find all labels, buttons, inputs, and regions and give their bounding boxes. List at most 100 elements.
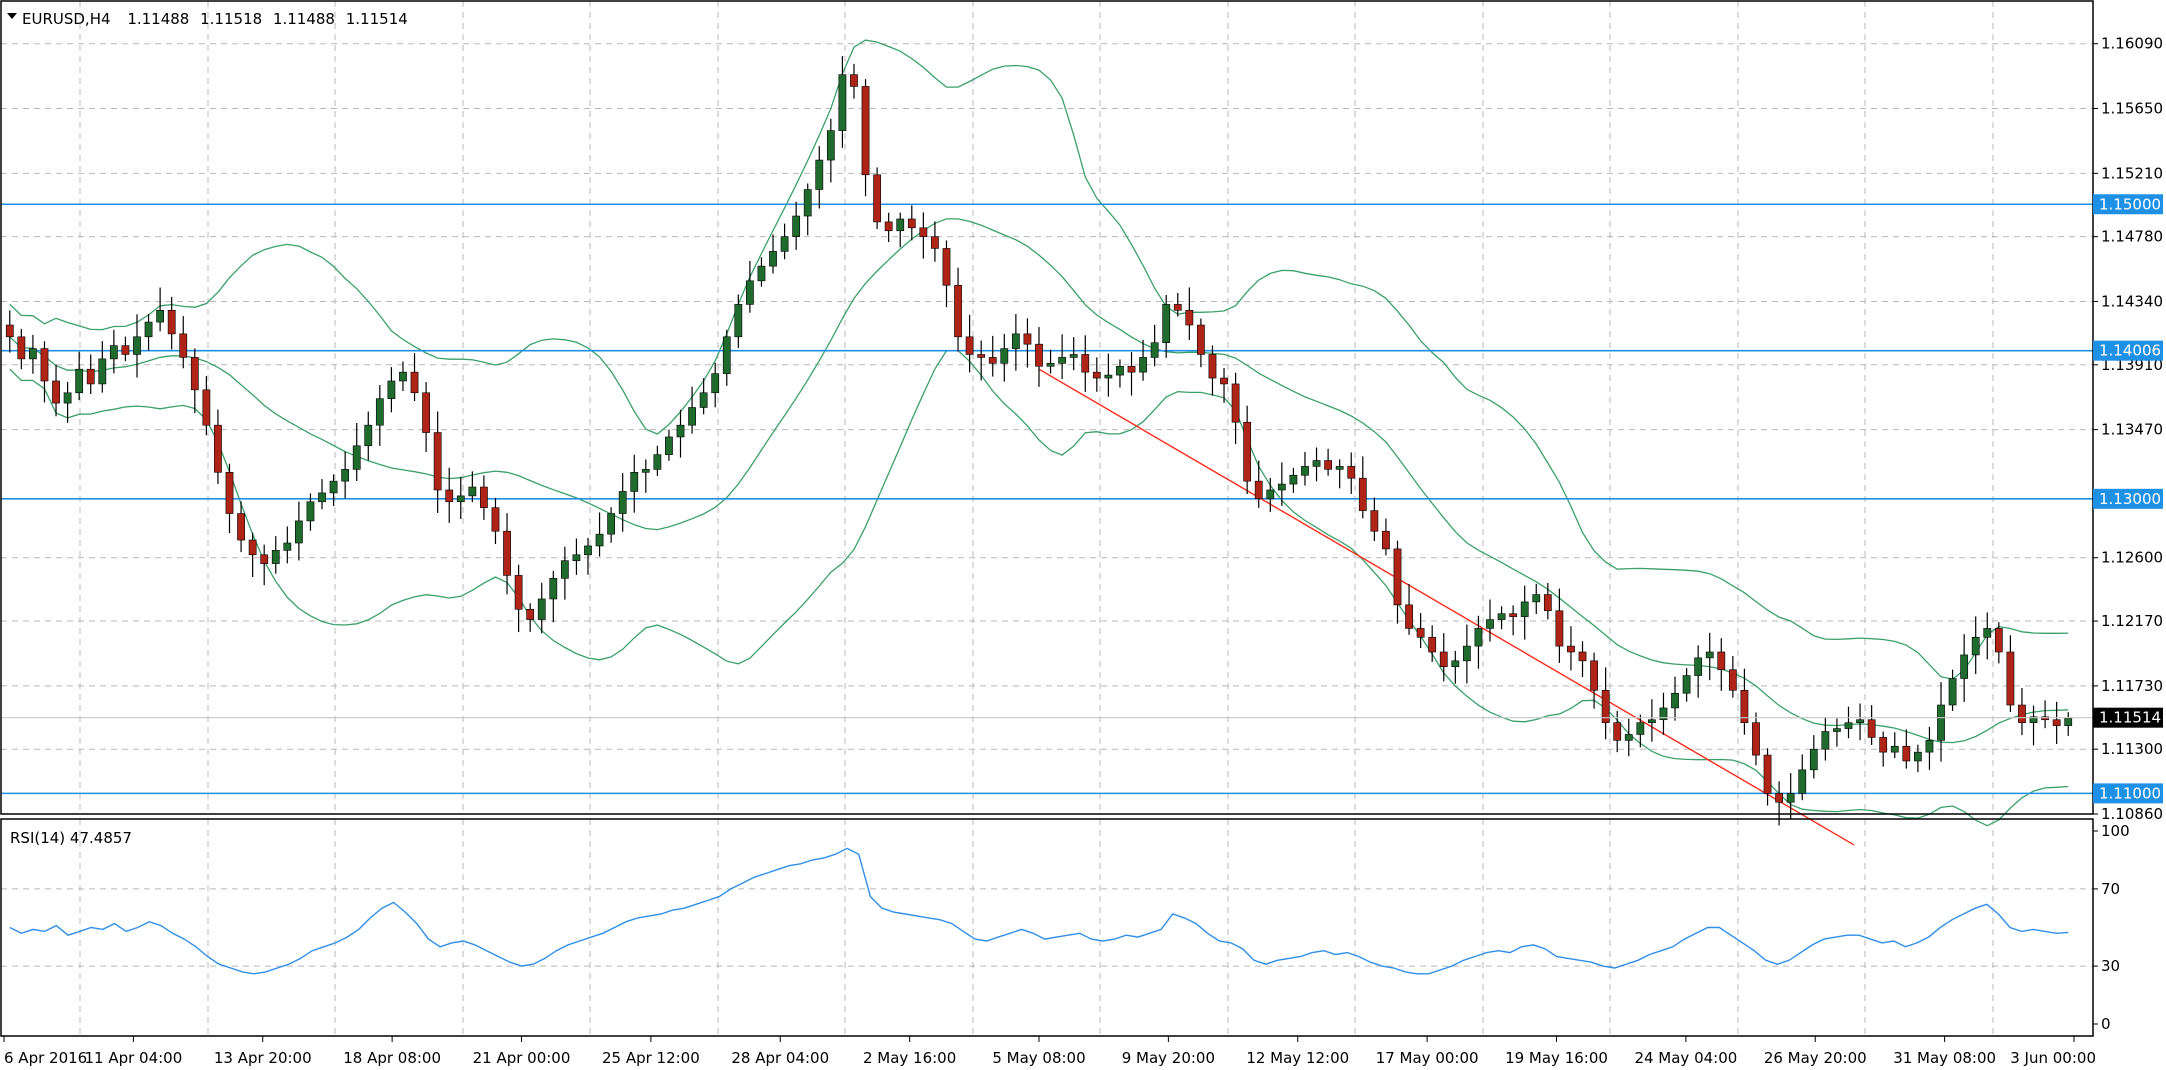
candle <box>86 354 95 394</box>
candle-body <box>329 480 338 494</box>
candle <box>560 546 569 600</box>
candle-body <box>1370 510 1379 532</box>
candle <box>734 294 743 348</box>
candle <box>410 353 419 401</box>
candle-body <box>884 221 893 232</box>
candle <box>306 493 315 531</box>
candle-body <box>1254 480 1263 500</box>
candle <box>2064 712 2073 736</box>
candle <box>988 335 997 377</box>
candle-body <box>1705 651 1714 659</box>
candle-body <box>688 407 696 426</box>
candle <box>1509 605 1518 636</box>
candle-body <box>1069 354 1078 358</box>
time-tick-label: 6 Apr 2016 <box>4 1049 87 1067</box>
candle <box>572 538 581 575</box>
candle <box>884 212 893 243</box>
candle-body <box>1382 530 1390 550</box>
candle-body <box>433 432 442 491</box>
lower-band <box>9 350 2069 827</box>
candle <box>1971 616 1980 675</box>
candle-body <box>1902 745 1911 762</box>
candle-body <box>919 227 928 237</box>
candle <box>1185 287 1194 341</box>
time-tick-label: 3 Jun 00:00 <box>2010 1049 2096 1067</box>
candle-body <box>838 74 847 131</box>
candle-body <box>133 336 141 355</box>
candle <box>1092 357 1101 392</box>
candle-body <box>1347 466 1356 479</box>
candle-body <box>1613 722 1622 741</box>
horizontal-levels[interactable] <box>1 203 2093 795</box>
candle <box>1763 748 1772 806</box>
candle-body <box>1671 692 1679 709</box>
candle-body <box>468 486 477 497</box>
candle <box>1243 405 1252 495</box>
candle <box>1451 650 1460 684</box>
candle <box>399 361 407 392</box>
candle-body <box>1833 728 1841 732</box>
candle <box>1659 692 1668 735</box>
candle-body <box>896 218 905 232</box>
candle-body <box>1058 357 1067 364</box>
candle <box>549 570 558 623</box>
candle-body <box>1104 374 1113 379</box>
candle-body <box>1728 669 1737 691</box>
candle-body <box>1890 745 1899 753</box>
candle-body <box>1543 594 1552 612</box>
candle-body <box>1416 628 1425 638</box>
candle-body <box>1740 689 1749 723</box>
candle-body <box>1197 324 1205 355</box>
candle-body <box>1046 363 1055 367</box>
candle <box>1486 599 1494 642</box>
candle-body <box>537 598 546 620</box>
level-tag-label: 1.14006 <box>2099 342 2161 360</box>
candle <box>2052 701 2061 745</box>
candle <box>1312 447 1321 482</box>
candle-body <box>364 424 373 447</box>
candle <box>17 328 26 370</box>
candle <box>1752 712 1760 766</box>
candle <box>1879 731 1888 767</box>
candle-body <box>2018 704 2026 723</box>
candle <box>1000 333 1009 382</box>
candle <box>156 287 165 332</box>
candle-body <box>942 248 951 286</box>
candle <box>109 329 118 374</box>
candle <box>121 336 130 362</box>
candle-body <box>653 454 662 470</box>
candle <box>954 267 962 352</box>
dropdown-triangle-icon[interactable] <box>7 13 17 19</box>
candle-body <box>1150 342 1159 358</box>
candle <box>1856 703 1864 741</box>
candle <box>1694 645 1703 698</box>
candle-body <box>63 392 72 404</box>
candle <box>688 386 696 434</box>
candle <box>896 212 905 248</box>
trend-line[interactable] <box>1038 368 1855 846</box>
candle <box>503 513 511 595</box>
candle <box>248 532 257 578</box>
candle <box>433 411 442 513</box>
price-tick-label: 1.14340 <box>2101 292 2163 310</box>
candle-body <box>1682 675 1691 694</box>
candle <box>1104 353 1113 397</box>
candle-body <box>1960 654 1969 679</box>
candle-body <box>1208 354 1217 379</box>
candle-body <box>156 309 165 323</box>
candle-body <box>988 357 997 364</box>
candle <box>1335 459 1344 489</box>
candle <box>1127 352 1136 396</box>
candle <box>1775 781 1783 826</box>
price-tick-label: 1.13470 <box>2101 421 2163 439</box>
candle <box>1069 337 1078 371</box>
candle-body <box>190 357 199 391</box>
candle-body <box>1220 377 1228 385</box>
candle <box>1439 633 1448 682</box>
candle-body <box>1601 689 1610 723</box>
candle <box>665 429 673 461</box>
candle <box>1682 668 1691 702</box>
candle <box>1197 318 1205 368</box>
candle <box>977 340 986 381</box>
